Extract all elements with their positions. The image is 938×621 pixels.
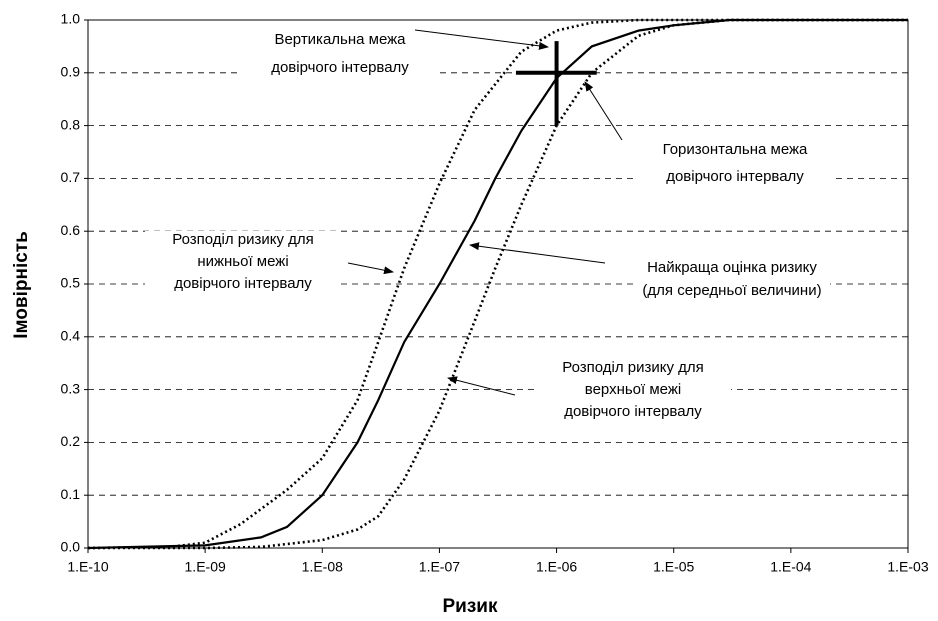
- series-line: [87, 18, 908, 550]
- plot-frame: [87, 19, 909, 549]
- annotation: нижньої межі: [197, 253, 288, 270]
- annotation: довірчого інтервалу: [666, 168, 804, 185]
- series-line: [87, 18, 908, 550]
- annotation-bg: [634, 259, 830, 277]
- y-tick-label: 0.6: [61, 222, 81, 238]
- annotation-bg: [535, 381, 731, 399]
- annotation: Розподіл ризику для: [562, 359, 704, 376]
- annotation-arrow: [469, 242, 606, 264]
- y-tick-label: 0.0: [61, 539, 81, 555]
- annotation: Вертикальна межа: [274, 31, 406, 48]
- annotation-arrow: [347, 262, 394, 275]
- series-line: [88, 18, 908, 550]
- annotation-bg: [145, 253, 341, 271]
- annotation-bg: [637, 141, 833, 159]
- annotation-bg: [637, 168, 833, 186]
- annotation: (для середньої величини): [642, 282, 821, 299]
- annotation-arrow: [447, 376, 516, 396]
- annotation-bg: [535, 403, 731, 421]
- annotation-bg: [242, 59, 438, 77]
- annotation: довірчого інтервалу: [271, 59, 409, 76]
- x-tick-label: 1.E-09: [185, 559, 226, 575]
- x-tick-label: 1.E-05: [653, 559, 694, 575]
- annotation: довірчого інтервалу: [564, 403, 702, 420]
- annotation: довірчого інтервалу: [174, 275, 312, 292]
- annotation: верхньої межі: [585, 381, 681, 398]
- annotation-arrow: [584, 81, 623, 141]
- y-tick-label: 0.9: [61, 64, 81, 80]
- annotation-arrow: [414, 29, 549, 50]
- y-tick-label: 0.2: [61, 433, 81, 449]
- annotation-bg: [145, 275, 341, 293]
- x-tick-label: 1.E-08: [302, 559, 343, 575]
- annotation-bg: [242, 31, 438, 49]
- y-tick-label: 0.4: [61, 328, 81, 344]
- y-tick-label: 1.0: [61, 11, 81, 27]
- x-tick-label: 1.E-04: [770, 559, 811, 575]
- y-tick-label: 0.3: [61, 380, 81, 396]
- y-tick-label: 0.5: [61, 275, 81, 291]
- x-axis-label: Ризик: [443, 596, 498, 617]
- annotation: Горизонтальна межа: [663, 141, 808, 158]
- annotation-bg: [634, 282, 830, 300]
- y-tick-label: 0.8: [61, 116, 81, 132]
- y-tick-label: 0.7: [61, 169, 81, 185]
- annotation-bg: [145, 231, 341, 249]
- y-axis-label: Імовірність: [11, 231, 32, 339]
- y-tick-label: 0.1: [61, 486, 81, 502]
- x-tick-label: 1.E-10: [67, 559, 108, 575]
- annotation: Розподіл ризику для: [172, 231, 314, 248]
- x-tick-label: 1.E-06: [536, 559, 577, 575]
- annotation-bg: [535, 359, 731, 377]
- annotation: Найкраща оцінка ризику: [647, 259, 817, 276]
- x-tick-label: 1.E-03: [887, 559, 928, 575]
- x-tick-label: 1.E-07: [419, 559, 460, 575]
